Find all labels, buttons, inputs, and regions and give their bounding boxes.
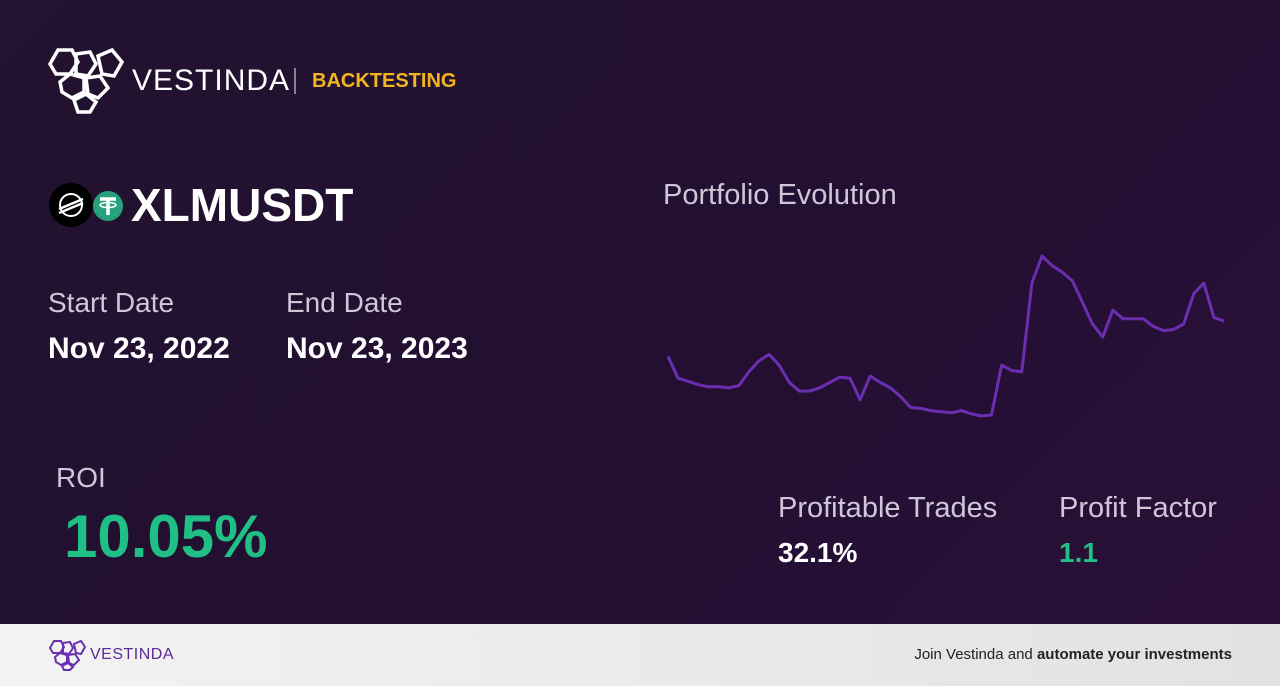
profit-factor: 1.1 [1059,537,1098,568]
footer-text: Join Vestinda and automate your investme… [914,646,1232,663]
footer: VESTINDA Join Vestinda and automate your… [0,624,1280,686]
section: BACKTESTING [312,70,457,92]
footer-text-prefix: Join Vestinda and [914,646,1033,663]
divider [294,68,296,94]
end-date-label: End Date [286,287,403,318]
start-date: Nov 23, 2022 [48,332,230,365]
end-date: Nov 23, 2023 [286,332,468,365]
chart-title: Portfolio Evolution [663,179,897,211]
logo [47,47,125,114]
start-date-label: Start Date [48,287,175,318]
portfolio-line [666,254,1225,418]
roi: 10.05% [64,503,268,570]
brand: VESTINDA [132,64,291,97]
profit-factor-label: Profit Factor [1059,492,1217,524]
sparkline-chart [666,254,1225,418]
profitable-trades: 32.1% [778,537,858,568]
footer-text-bold: automate your investments [1036,646,1232,663]
footer-brand: VESTINDA [90,646,175,663]
roi-label: ROI [56,462,106,493]
footer-logo [48,639,86,671]
profitable-trades-label: Profitable Trades [778,492,998,524]
coin-icons [49,183,123,227]
symbol: XLMUSDT [131,179,354,231]
